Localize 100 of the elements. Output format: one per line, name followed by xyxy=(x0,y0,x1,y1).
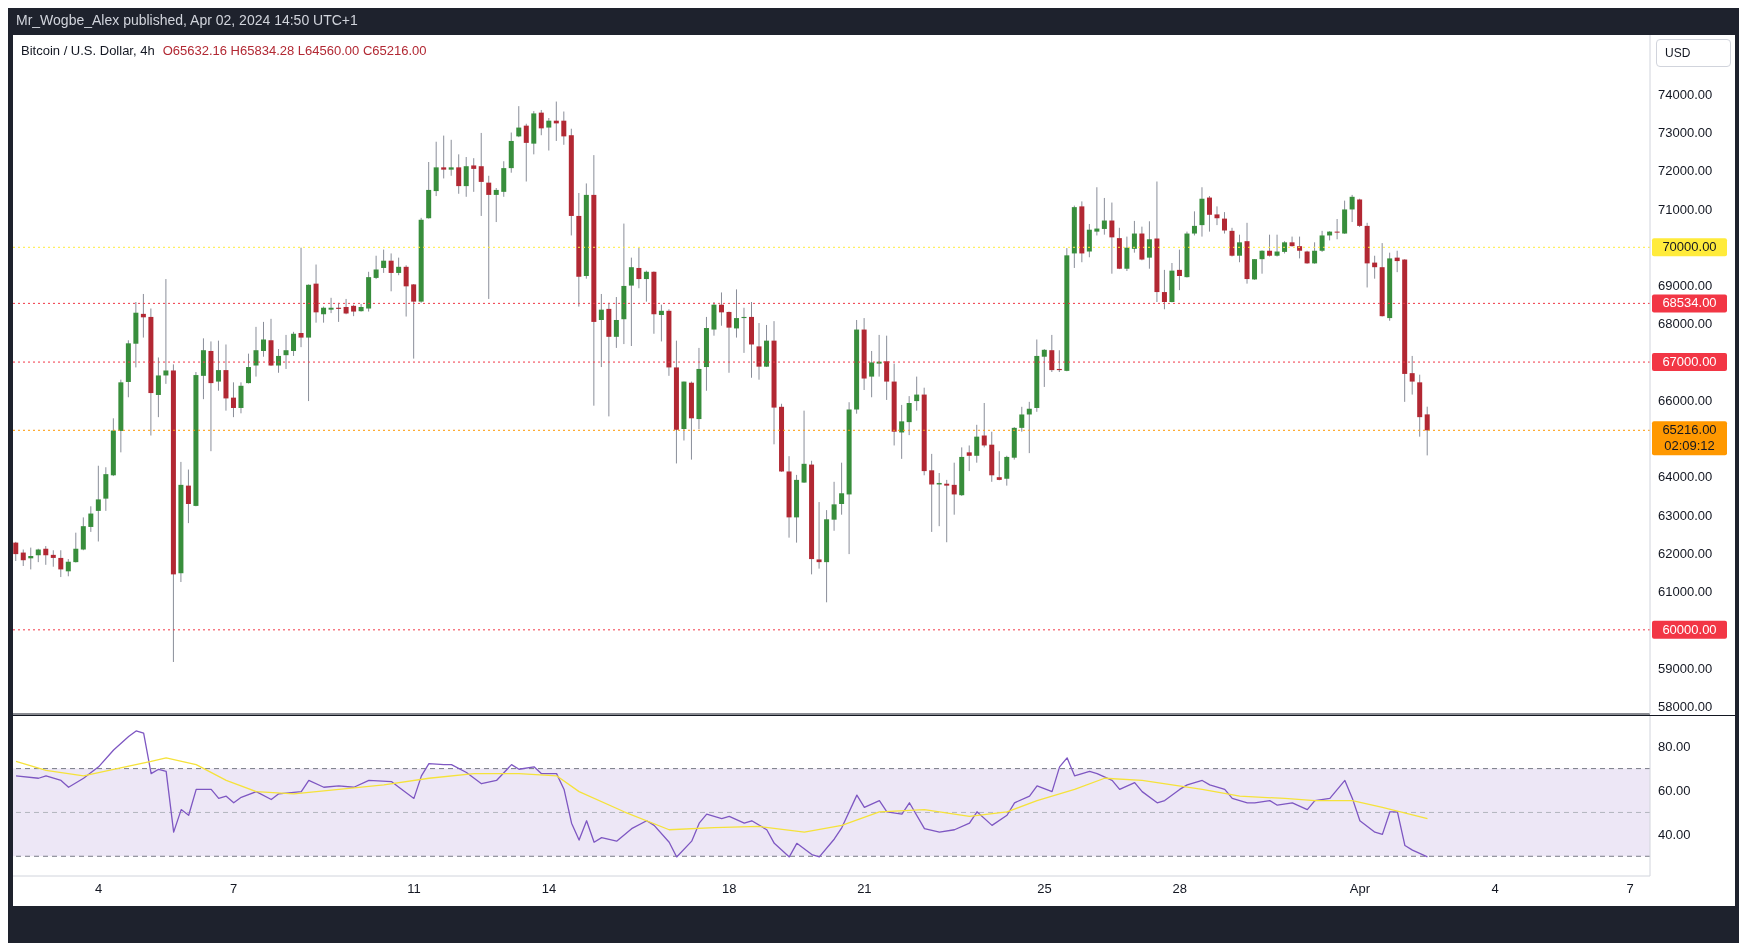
candlestick xyxy=(486,175,492,300)
ref-line-label: 65216.00 xyxy=(1662,422,1717,438)
candlestick xyxy=(411,283,417,360)
candlestick xyxy=(1237,234,1243,263)
candlestick xyxy=(869,350,875,398)
x-tick-label: 7 xyxy=(230,881,238,897)
candlestick xyxy=(403,264,409,318)
x-tick-label: 14 xyxy=(541,881,557,897)
candlestick xyxy=(1019,406,1025,433)
candlestick xyxy=(546,117,552,152)
x-tick-label: 4 xyxy=(94,881,103,897)
candlestick xyxy=(1086,223,1092,258)
y-tick-label: 69000.00 xyxy=(1658,278,1713,294)
candlestick xyxy=(276,348,282,374)
candlestick xyxy=(283,334,289,370)
candlestick xyxy=(756,322,762,381)
candlestick xyxy=(733,288,739,339)
candlestick xyxy=(516,105,522,138)
candlestick xyxy=(974,424,980,464)
candlestick xyxy=(1252,258,1258,281)
candlestick xyxy=(1146,220,1152,270)
text: Mr_Wogbe_Alex published, Apr 02, 2024 14:50 UTC+1 xyxy=(16,12,358,28)
candlestick xyxy=(884,335,890,401)
candlestick xyxy=(1312,241,1318,265)
ref-line-label: 68534.00 xyxy=(1662,295,1717,311)
y-tick-label: 68000.00 xyxy=(1658,316,1713,332)
candlestick xyxy=(501,160,507,198)
candlestick xyxy=(253,326,259,378)
candlestick xyxy=(1319,230,1325,253)
candlestick xyxy=(230,381,236,418)
candlestick xyxy=(831,481,837,532)
y-tick-label: 40.00 xyxy=(1658,826,1691,842)
candlestick xyxy=(981,402,987,448)
candlestick xyxy=(598,293,604,368)
candlestick xyxy=(291,331,297,357)
candlestick xyxy=(1094,186,1100,236)
y-tick-label: 64000.00 xyxy=(1658,469,1713,485)
candlestick xyxy=(471,157,477,193)
candlestick xyxy=(358,303,364,313)
y-tick-label: 58000.00 xyxy=(1658,698,1713,714)
candlestick xyxy=(899,404,905,460)
candlestick xyxy=(1424,406,1430,456)
candlestick xyxy=(718,291,724,327)
y-tick-label: 61000.00 xyxy=(1658,584,1713,600)
line-series xyxy=(15,757,1429,833)
y-tick-label: 73000.00 xyxy=(1658,125,1713,141)
candlestick xyxy=(1041,348,1047,388)
candlestick xyxy=(456,153,462,195)
candlestick xyxy=(561,111,567,146)
candlestick xyxy=(28,547,34,570)
candlestick xyxy=(1259,249,1265,275)
candlestick xyxy=(1297,236,1303,259)
candlestick xyxy=(43,545,49,566)
candlestick xyxy=(658,304,664,342)
candlestick xyxy=(1206,195,1212,233)
candlestick xyxy=(1124,236,1130,272)
candlestick xyxy=(636,247,642,289)
candlestick xyxy=(906,395,912,436)
candlestick xyxy=(215,340,221,392)
candlestick xyxy=(538,109,544,136)
candlestick xyxy=(448,139,454,177)
ref-line-label: 67000.00 xyxy=(1662,354,1717,370)
x-tick-label: 11 xyxy=(407,881,421,897)
candlestick xyxy=(1409,355,1415,396)
candlestick xyxy=(441,135,447,179)
candlestick xyxy=(1222,211,1227,235)
candlestick xyxy=(996,450,1002,481)
y-tick-label: 66000.00 xyxy=(1658,392,1713,408)
y-tick-label: 59000.00 xyxy=(1658,660,1713,676)
candlestick xyxy=(73,532,79,564)
candlestick xyxy=(381,249,387,274)
candlestick xyxy=(929,453,935,533)
candlestick xyxy=(1004,455,1010,487)
candlestick xyxy=(628,257,634,347)
candlestick xyxy=(1214,205,1220,226)
candlestick xyxy=(261,321,267,358)
candlestick xyxy=(343,298,349,315)
text: 02:09:12 xyxy=(1664,438,1715,454)
y-tick-label: 72000.00 xyxy=(1658,163,1713,179)
candlestick xyxy=(238,381,244,414)
candlestick xyxy=(1289,236,1295,248)
candlestick xyxy=(155,356,161,418)
candlestick xyxy=(478,132,484,217)
candlestick xyxy=(944,479,950,543)
candlestick xyxy=(966,444,972,472)
candlestick xyxy=(493,187,499,223)
x-tick-label: 21 xyxy=(857,881,872,897)
candlestick xyxy=(298,247,304,348)
candlestick xyxy=(1161,269,1167,310)
candlestick xyxy=(95,465,101,542)
annotation: O65632.16 H65834.28 L64560.00 C65216.00 xyxy=(162,43,427,58)
y-tick-label: 62000.00 xyxy=(1658,545,1713,561)
candlestick xyxy=(1101,197,1107,236)
ref-line-label: 60000.00 xyxy=(1662,621,1717,637)
candlestick xyxy=(951,462,957,516)
candlestick xyxy=(643,270,649,303)
y-tick-label: 63000.00 xyxy=(1658,507,1713,523)
text: USD xyxy=(1656,39,1731,67)
y-tick-label: 80.00 xyxy=(1658,739,1691,755)
candlestick xyxy=(1109,202,1115,275)
